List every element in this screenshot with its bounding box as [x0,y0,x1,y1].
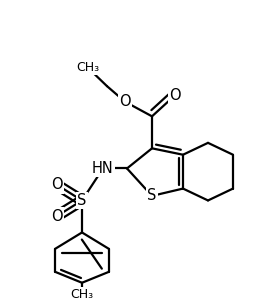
Text: O: O [169,88,181,103]
Text: S: S [147,188,157,203]
Text: O: O [119,94,131,109]
Text: O: O [51,209,63,223]
Text: O: O [51,178,63,192]
Text: CH₃: CH₃ [76,61,100,74]
Text: HN: HN [92,161,114,176]
Text: CH₃: CH₃ [70,288,94,301]
Text: S: S [77,193,87,208]
